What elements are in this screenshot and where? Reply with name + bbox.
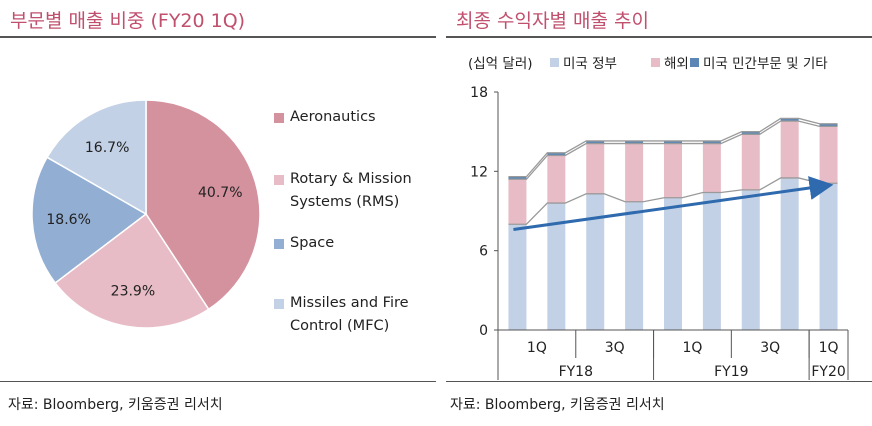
bar-intl — [780, 121, 799, 178]
series-connector-line — [508, 120, 838, 180]
bar-chart-title: 최종 수익자별 매출 추이 — [456, 10, 649, 32]
bar-us-comm — [625, 140, 644, 144]
bar-us-gov — [819, 183, 838, 330]
bar-intl — [586, 143, 605, 194]
bar-legend-label: 미국 정부 — [563, 56, 617, 72]
bar-us-comm — [741, 131, 760, 135]
pie-panel: 부문별 매출 비중 (FY20 1Q) 40.7% 23.9% 18.6% 16.7%… — [0, 10, 436, 413]
bar-title-rule — [446, 36, 872, 38]
pie-slice-rotary-mission-systems-rms — [54, 212, 210, 329]
series-connector-line — [508, 177, 838, 225]
bar-us-comm — [586, 140, 605, 144]
bar-us-gov — [508, 224, 527, 330]
bar-legend-label: 해외 — [664, 56, 689, 72]
pie-legend-swatch — [274, 239, 284, 249]
pie-legend-label: Missiles and Fire Control (MFC) — [290, 295, 409, 334]
y-tick-label: 6 — [479, 244, 488, 260]
pie-label-rotary-mission-systems-rms: 23.9% — [111, 283, 155, 299]
bar-legend-swatch — [651, 58, 660, 67]
pie-label-aeronautics: 40.7% — [198, 185, 242, 201]
bar-intl — [741, 134, 760, 190]
x-tick-label: 1Q — [527, 340, 547, 356]
bar-chart: (십억 달러) 미국 정부 해외 미국 민간부문 및 기타 0 6 12 18 1Q 3Q 1Q 3Q… — [468, 56, 849, 380]
bar-intl — [819, 126, 838, 184]
pie-legend-label: Aeronautics — [290, 109, 376, 125]
y-tick-label: 0 — [479, 323, 488, 339]
pie-legend-item: Missiles and Fire Control (MFC) — [274, 292, 430, 338]
series-connector-line — [508, 117, 838, 178]
pie-label-missiles-and-fire-control-mfc: 16.7% — [85, 140, 129, 156]
pie-label-space: 18.6% — [46, 212, 90, 228]
bar-intl — [625, 143, 644, 202]
bar-legend-swatch — [690, 58, 699, 67]
y-tick-label: 18 — [470, 85, 488, 101]
bar-legend: (십억 달러) 미국 정부 해외 미국 민간부문 및 기타 — [468, 56, 828, 72]
pie-chart: 40.7% 23.9% 18.6% 16.7% — [31, 99, 261, 329]
bar-us-comm — [780, 118, 799, 122]
x-tick-label: 1Q — [682, 340, 702, 356]
trend-arrow — [513, 176, 834, 231]
bar-us-gov — [741, 189, 760, 330]
pie-legend-item: Rotary & Mission Systems (RMS) — [274, 168, 430, 214]
pie-slice-space — [31, 156, 148, 284]
bar-source-rule — [446, 381, 872, 382]
bar-us-gov — [702, 192, 721, 330]
bar-unit-label: (십억 달러) — [468, 56, 533, 72]
bar-us-gov — [625, 201, 644, 330]
pie-legend-label: Rotary & Mission Systems (RMS) — [290, 171, 412, 210]
pie-chart-title: 부문별 매출 비중 (FY20 1Q) — [10, 10, 246, 32]
bar-panel: 최종 수익자별 매출 추이 (십억 달러) 미국 정부 해외 미국 민간부문 및 기타… — [446, 0, 872, 426]
pie-source-rule — [0, 381, 436, 382]
bar-legend-swatch — [550, 58, 559, 67]
bar-us-gov — [547, 203, 566, 330]
pie-legend-swatch — [274, 113, 284, 123]
x-tick-label: 1Q — [819, 340, 839, 356]
pie-legend-label: Space — [290, 235, 335, 251]
y-tick-label: 12 — [470, 164, 488, 180]
bar-us-comm — [664, 140, 682, 144]
x-group-label: FY18 — [559, 364, 593, 380]
pie-slice-missiles-and-fire-control-mfc — [46, 99, 147, 216]
pie-legend-item: Aeronautics — [274, 106, 376, 129]
pie-source: 자료: Bloomberg, 키움증권 리서치 — [8, 397, 223, 413]
pie-legend-swatch — [274, 175, 284, 185]
bar-us-comm — [702, 140, 721, 144]
bar-intl — [702, 143, 721, 193]
bar-intl — [508, 179, 527, 225]
bar-us-comm — [819, 123, 838, 127]
bar-intl — [547, 155, 566, 204]
x-group-label: FY19 — [714, 364, 748, 380]
bar-legend-label: 미국 민간부문 및 기타 — [703, 56, 828, 72]
bar-us-gov — [664, 197, 682, 330]
bar-us-gov — [780, 177, 799, 330]
bar-intl — [664, 143, 682, 198]
x-group-label: FY20 — [811, 364, 845, 380]
pie-legend-swatch — [274, 299, 284, 309]
bar-us-comm — [547, 152, 566, 156]
x-tick-label: 3Q — [605, 340, 625, 356]
x-tick-label: 3Q — [760, 340, 780, 356]
bar-us-comm — [508, 176, 527, 180]
bar-source: 자료: Bloomberg, 키움증권 리서치 — [450, 397, 665, 413]
pie-legend-item: Space — [274, 232, 334, 255]
pie-title-rule — [0, 36, 436, 38]
bar-us-gov — [586, 193, 605, 330]
